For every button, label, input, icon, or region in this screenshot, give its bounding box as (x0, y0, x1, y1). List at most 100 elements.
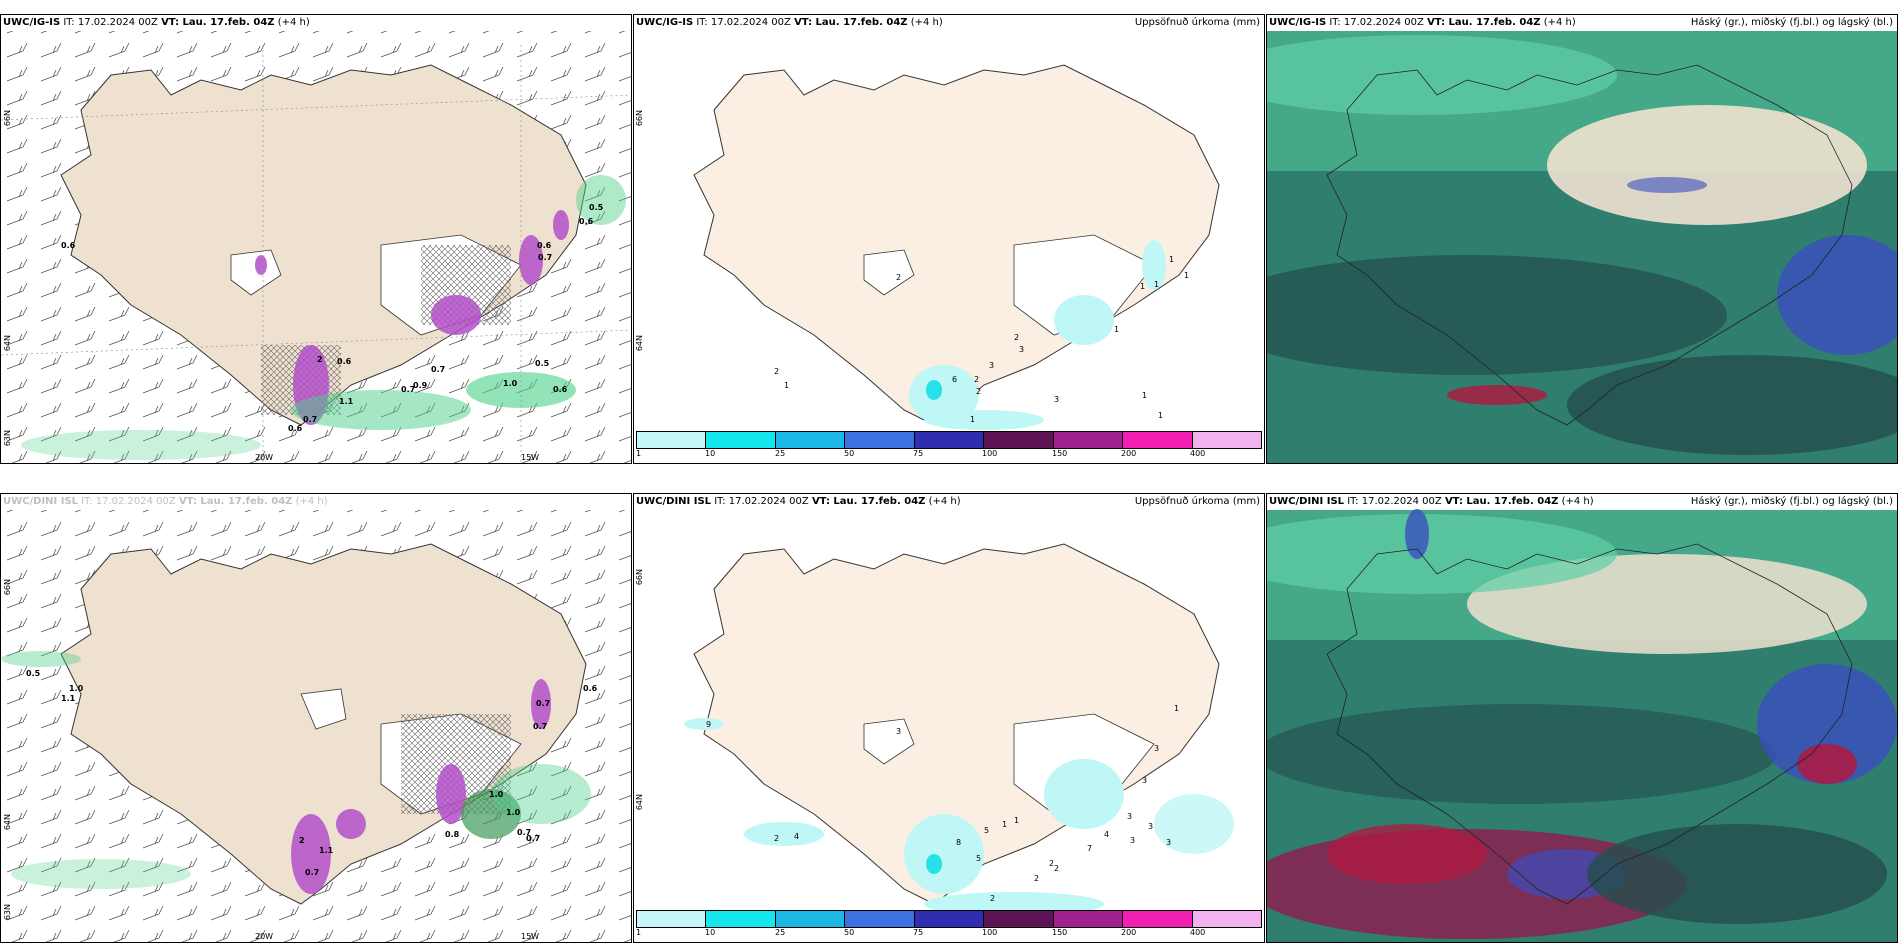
panel-top-right: UWC/IG-IS IT: 17.02.2024 00Z VT: Lau. 17… (1266, 14, 1898, 464)
colorbar-tick: 1 (636, 928, 642, 937)
value-label: 0.7 (305, 868, 320, 877)
value-label: 8 (956, 838, 962, 847)
colorbar-swatch (845, 432, 915, 448)
lon-label: 15W (521, 932, 540, 941)
value-label: 2 (299, 836, 305, 845)
value-label: 3 (1148, 822, 1154, 831)
value-label: 1.1 (339, 397, 354, 406)
colorbar-swatch (706, 911, 776, 927)
colorbar-swatch (1053, 432, 1124, 448)
lat-label: 63N (3, 904, 12, 921)
colorbar-ticks: 1 10 25 50 75 100 150 200 400 (636, 449, 1262, 461)
value-label: 0.7 (431, 365, 446, 374)
lat-label: 63N (3, 430, 12, 447)
precip-map (693, 64, 1220, 430)
value-label: 1 (970, 415, 976, 424)
lat-label: 66N (635, 569, 644, 586)
value-label: 1 (1114, 325, 1120, 334)
cloud-cover-map (1267, 509, 1897, 942)
panel-header: UWC/DINI ISL IT: 17.02.2024 00Z VT: Lau.… (3, 496, 328, 507)
lat-label: 66N (635, 110, 644, 127)
lat-label: 64N (635, 794, 644, 811)
value-label: 1.0 (503, 379, 518, 388)
panel-header: UWC/DINI ISL IT: 17.02.2024 00Z VT: Lau.… (1269, 496, 1893, 507)
value-label: 3 (896, 727, 902, 736)
value-label: 2 (774, 367, 780, 376)
value-label: 7 (1087, 844, 1093, 853)
lat-label: 64N (635, 335, 644, 352)
value-label: 1 (1174, 704, 1180, 713)
panel-top-left: UWC/IG-IS IT: 17.02.2024 00Z VT: Lau. 17… (0, 14, 632, 464)
value-label: 0.5 (26, 669, 41, 678)
value-label: 5 (976, 854, 982, 863)
colorbar-tick: 50 (844, 449, 855, 458)
colorbar-swatch (1192, 432, 1261, 448)
value-label: 3 (1130, 836, 1136, 845)
value-label: 2 (896, 273, 902, 282)
value-label: 1.1 (319, 846, 334, 855)
value-label: 2 (1034, 874, 1040, 883)
colorbar-swatch (845, 911, 915, 927)
value-label: 2 (1054, 864, 1060, 873)
lat-label: 64N (3, 814, 12, 831)
value-label: 1 (1169, 255, 1175, 264)
value-label: 6 (952, 375, 958, 384)
value-label: 0.9 (413, 381, 428, 390)
colorbar-tick: 400 (1190, 449, 1206, 458)
value-label: 1 (1014, 816, 1020, 825)
value-label: 1 (784, 381, 790, 390)
iceland-landmass (693, 543, 1220, 905)
lat-label: 66N (3, 579, 12, 596)
colorbar-swatch (1192, 911, 1261, 927)
colorbar-tick: 10 (705, 928, 716, 937)
value-label: 0.6 (579, 217, 594, 226)
colorbar-swatch (914, 432, 985, 448)
value-label: 0.5 (589, 203, 604, 212)
lon-label: 20W (255, 932, 274, 941)
panel-header: UWC/IG-IS IT: 17.02.2024 00Z VT: Lau. 17… (1269, 17, 1893, 28)
panel-bottom-right: UWC/DINI ISL IT: 17.02.2024 00Z VT: Lau.… (1266, 493, 1898, 943)
colorbar-tick: 100 (982, 449, 998, 458)
value-label: 1.1 (61, 694, 76, 703)
panel-header: UWC/IG-IS IT: 17.02.2024 00Z VT: Lau. 17… (636, 17, 1260, 28)
panel-header: UWC/IG-IS IT: 17.02.2024 00Z VT: Lau. 17… (3, 17, 310, 28)
panel-bottom-middle: UWC/DINI ISL IT: 17.02.2024 00Z VT: Lau.… (633, 493, 1265, 943)
value-label: 3 (1054, 395, 1060, 404)
value-label: 0.7 (303, 415, 318, 424)
value-label: 0.7 (401, 385, 416, 394)
value-label: 4 (1104, 830, 1110, 839)
panel-bottom-left: UWC/DINI ISL IT: 17.02.2024 00Z VT: Lau.… (0, 493, 632, 943)
value-label: 0.6 (337, 357, 352, 366)
value-label: 3 (1127, 812, 1133, 821)
colorbar-swatch (984, 432, 1054, 448)
value-label: 0.5 (535, 359, 550, 368)
colorbar-tick: 75 (913, 928, 924, 937)
wind-barb-map (1, 31, 631, 463)
wind-barb-map (1, 510, 631, 942)
lat-label: 64N (3, 335, 12, 352)
colorbar-swatch (775, 911, 846, 927)
colorbar-swatch (984, 911, 1054, 927)
value-label: 1 (1158, 411, 1164, 420)
value-label: 2 (1049, 859, 1055, 868)
value-label: 1 (1140, 282, 1146, 291)
value-label: 2 (990, 894, 996, 903)
colorbar-ticks: 1 10 25 50 75 100 150 200 400 (636, 928, 1262, 940)
colorbar-tick: 25 (775, 928, 786, 937)
value-label: 0.6 (537, 241, 552, 250)
precip-map (684, 543, 1234, 916)
colorbar-tick: 75 (913, 449, 924, 458)
iceland-landmass (60, 64, 587, 426)
colorbar-swatch (1123, 911, 1193, 927)
value-label: 0.7 (538, 253, 553, 262)
value-label: 0.6 (288, 424, 303, 433)
value-label: 2 (1014, 333, 1020, 342)
colorbar-swatch (1053, 911, 1124, 927)
colorbar-swatch (1123, 432, 1193, 448)
colorbar-swatch (914, 911, 985, 927)
value-label: 9 (706, 720, 712, 729)
value-label: 1.0 (506, 808, 521, 817)
value-label: 1 (1142, 391, 1148, 400)
value-label: 1 (1184, 271, 1190, 280)
colorbar-tick: 10 (705, 449, 716, 458)
